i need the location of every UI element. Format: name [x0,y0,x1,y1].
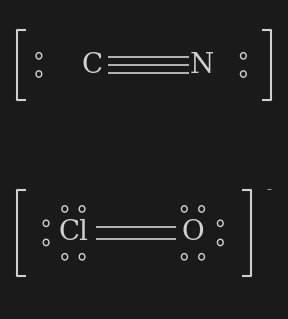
Text: -: - [267,183,272,197]
Text: N: N [190,52,214,79]
Text: C: C [82,52,103,79]
Text: Cl: Cl [58,219,88,246]
Text: O: O [182,219,204,246]
